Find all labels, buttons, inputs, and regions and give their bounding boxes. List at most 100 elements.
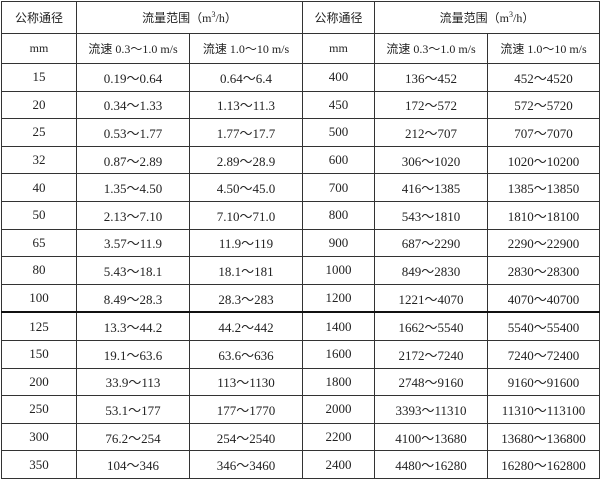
cell-flow-high-right: 452～4520 xyxy=(487,63,600,92)
cell-flow-high-left: 113～1130 xyxy=(189,367,303,397)
cell-flow-low-left: 53.1～177 xyxy=(76,395,190,424)
cell-flow-low-left: 19.1～63.6 xyxy=(76,339,190,369)
cell-flow-high-left: 2.89～28.9 xyxy=(189,145,303,175)
cell-flow-low-right: 1662～5540 xyxy=(374,311,488,341)
cell-dn-right: 900 xyxy=(302,228,375,258)
header-speed-low: 流速 0.3～1.0 m/s xyxy=(76,33,190,64)
table-row: 20 0.34～1.33 1.13～11.3 450 172～572 572～5720 xyxy=(1,90,600,120)
cell-flow-low-right: 136～452 xyxy=(374,63,488,92)
cell-flow-low-left: 0.87～2.89 xyxy=(76,145,190,175)
cell-flow-low-right: 4480～16280 xyxy=(374,450,488,479)
header-row-2: mm 流速 0.3～1.0 m/s 流速 1.0～10 m/s mm 流速 0.… xyxy=(1,33,600,64)
cell-dn-left: 100 xyxy=(1,283,77,313)
cell-flow-low-left: 3.57～11.9 xyxy=(76,228,190,258)
cell-flow-high-left: 0.64～6.4 xyxy=(189,63,303,92)
cell-flow-low-right: 416～1385 xyxy=(374,173,488,202)
cell-flow-high-right: 1385～13850 xyxy=(487,173,600,202)
cell-flow-high-left: 44.2～442 xyxy=(189,311,303,341)
cell-dn-left: 250 xyxy=(1,395,77,424)
cell-flow-high-right: 16280～162800 xyxy=(487,450,600,479)
cell-flow-high-left: 4.50～45.0 xyxy=(189,173,303,202)
cell-flow-high-left: 63.6～636 xyxy=(189,339,303,369)
cell-dn-right: 2200 xyxy=(302,422,375,452)
cell-flow-low-right: 687～2290 xyxy=(374,228,488,258)
cell-dn-left: 50 xyxy=(1,200,77,230)
header-flow-range: 流量范围（m3/h） xyxy=(76,1,303,34)
cell-flow-high-right: 7240～72400 xyxy=(487,339,600,369)
header-speed-high-2: 流速 1.0～10 m/s xyxy=(487,33,600,64)
cell-flow-high-right: 2290～22900 xyxy=(487,228,600,258)
header-nominal-diameter: 公称通径 xyxy=(1,1,77,34)
table-row: 15 0.19～0.64 0.64～6.4 400 136～452 452～4520 xyxy=(1,63,600,92)
cell-flow-low-left: 0.53～1.77 xyxy=(76,118,190,147)
cell-dn-left: 20 xyxy=(1,90,77,120)
cell-flow-high-right: 9160～91600 xyxy=(487,367,600,397)
cell-dn-right: 1600 xyxy=(302,339,375,369)
cell-flow-high-left: 7.10～71.0 xyxy=(189,200,303,230)
cell-flow-low-left: 8.49～28.3 xyxy=(76,283,190,313)
table-row: 125 13.3～44.2 44.2～442 1400 1662～5540 5540～55… xyxy=(1,311,600,341)
table-row: 350 104～346 346～3460 2400 4480～16280 16280～16… xyxy=(1,450,600,479)
cell-flow-low-left: 5.43～18.1 xyxy=(76,256,190,285)
cell-dn-left: 300 xyxy=(1,422,77,452)
cell-flow-low-right: 2748～9160 xyxy=(374,367,488,397)
cell-flow-high-right: 11310～113100 xyxy=(487,395,600,424)
cell-flow-high-left: 11.9～119 xyxy=(189,228,303,258)
cell-flow-low-left: 2.13～7.10 xyxy=(76,200,190,230)
table-row: 200 33.9～113 113～1130 1800 2748～9160 9160～916… xyxy=(1,367,600,397)
table-row: 40 1.35～4.50 4.50～45.0 700 416～1385 1385～1385… xyxy=(1,173,600,202)
cell-flow-high-right: 13680～136800 xyxy=(487,422,600,452)
cell-dn-left: 65 xyxy=(1,228,77,258)
cell-flow-low-right: 212～707 xyxy=(374,118,488,147)
table-row: 300 76.2～254 254～2540 2200 4100～13680 13680～1… xyxy=(1,422,600,452)
cell-flow-high-left: 18.1～181 xyxy=(189,256,303,285)
cell-flow-high-right: 707～7070 xyxy=(487,118,600,147)
cell-flow-high-right: 1810～18100 xyxy=(487,200,600,230)
header-flow-range-2: 流量范围（m3/h） xyxy=(374,1,600,34)
cell-dn-right: 1800 xyxy=(302,367,375,397)
cell-dn-right: 1000 xyxy=(302,256,375,285)
cell-flow-low-right: 849～2830 xyxy=(374,256,488,285)
cell-dn-right: 400 xyxy=(302,63,375,92)
cell-flow-low-right: 1221～4070 xyxy=(374,283,488,313)
table-row: 50 2.13～7.10 7.10～71.0 800 543～1810 1810～1810… xyxy=(1,200,600,230)
cell-dn-left: 200 xyxy=(1,367,77,397)
cell-flow-low-right: 543～1810 xyxy=(374,200,488,230)
table-row: 25 0.53～1.77 1.77～17.7 500 212～707 707～7070 xyxy=(1,118,600,147)
cell-dn-left: 150 xyxy=(1,339,77,369)
cell-dn-left: 25 xyxy=(1,118,77,147)
cell-flow-high-right: 1020～10200 xyxy=(487,145,600,175)
cell-flow-low-left: 76.2～254 xyxy=(76,422,190,452)
cell-dn-right: 700 xyxy=(302,173,375,202)
cell-flow-low-right: 2172～7240 xyxy=(374,339,488,369)
table-row: 65 3.57～11.9 11.9～119 900 687～2290 2290～22900 xyxy=(1,228,600,258)
table-row: 250 53.1～177 177～1770 2000 3393～11310 11310～1… xyxy=(1,395,600,424)
cell-flow-low-right: 172～572 xyxy=(374,90,488,120)
cell-dn-right: 2400 xyxy=(302,450,375,479)
header-nominal-diameter-2: 公称通径 xyxy=(302,1,375,34)
cell-dn-left: 32 xyxy=(1,145,77,175)
cell-dn-right: 500 xyxy=(302,118,375,147)
cell-flow-high-left: 28.3～283 xyxy=(189,283,303,313)
cell-dn-left: 15 xyxy=(1,63,77,92)
cell-dn-right: 450 xyxy=(302,90,375,120)
cell-flow-low-left: 13.3～44.2 xyxy=(76,311,190,341)
table-row: 32 0.87～2.89 2.89～28.9 600 306～1020 1020～1020… xyxy=(1,145,600,175)
cell-flow-high-left: 1.77～17.7 xyxy=(189,118,303,147)
cell-flow-high-right: 5540～55400 xyxy=(487,311,600,341)
cell-flow-low-left: 33.9～113 xyxy=(76,367,190,397)
cell-dn-left: 80 xyxy=(1,256,77,285)
table-row: 100 8.49～28.3 28.3～283 1200 1221～4070 4070～40… xyxy=(1,283,600,313)
cell-flow-low-left: 104～346 xyxy=(76,450,190,479)
cell-dn-right: 2000 xyxy=(302,395,375,424)
header-row-1: 公称通径 流量范围（m3/h） 公称通径 流量范围（m3/h） xyxy=(1,1,600,34)
cell-flow-high-left: 1.13～11.3 xyxy=(189,90,303,120)
header-speed-high: 流速 1.0～10 m/s xyxy=(189,33,303,64)
cell-flow-high-left: 254～2540 xyxy=(189,422,303,452)
cell-flow-low-right: 4100～13680 xyxy=(374,422,488,452)
cell-dn-right: 800 xyxy=(302,200,375,230)
cell-flow-low-left: 0.34～1.33 xyxy=(76,90,190,120)
cell-dn-right: 1400 xyxy=(302,311,375,341)
cell-flow-high-left: 346～3460 xyxy=(189,450,303,479)
